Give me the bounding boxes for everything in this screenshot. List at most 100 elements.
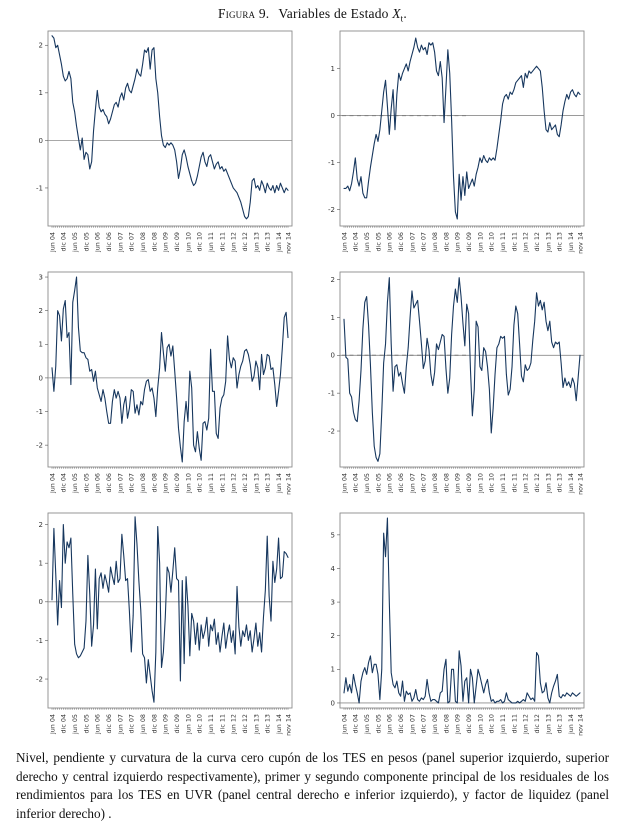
y-tick-label: 2 — [331, 276, 335, 284]
y-tick-label: -2 — [36, 442, 43, 450]
y-tick-label: -1 — [36, 184, 43, 192]
x-tick-label: dic 06 — [105, 473, 113, 493]
x-tick-label: jun 07 — [408, 714, 416, 735]
x-tick-label: dic 05 — [82, 232, 90, 252]
x-tick-label: dic 07 — [128, 232, 136, 252]
x-tick-label: dic 07 — [420, 232, 428, 252]
title-period: . — [403, 6, 407, 21]
series-line — [343, 517, 581, 704]
panel-superior-derecho: -2 -1 0 1 jun 04 dic 04 jun 05 dic 05 jun 06 dic … — [318, 28, 602, 265]
y-tick-label: -1 — [328, 390, 335, 398]
series-line — [343, 277, 581, 462]
x-tick-label: nov 14 — [576, 714, 584, 736]
x-tick-label: jun 08 — [139, 232, 147, 253]
x-tick-label: jun 11 — [499, 473, 507, 494]
x-tick-label: jun 11 — [499, 714, 507, 735]
figure-title-text: Variables de Estado — [278, 6, 389, 21]
y-tick-label: -1 — [328, 159, 335, 167]
x-tick-label: dic 04 — [352, 473, 360, 493]
x-tick-label: dic 13 — [556, 714, 564, 734]
y-tick-label: 1 — [39, 341, 43, 349]
x-tick-label: jun 08 — [431, 714, 439, 735]
x-tick-label: jun 11 — [499, 232, 507, 253]
x-tick-label: dic 09 — [465, 473, 473, 493]
x-tick-label: dic 05 — [82, 473, 90, 493]
x-tick-label: jun 12 — [230, 232, 238, 253]
x-tick-label: dic 10 — [196, 714, 204, 734]
x-tick-label: dic 12 — [241, 232, 249, 252]
x-tick-label: dic 08 — [442, 232, 450, 252]
x-tick-label: nov 14 — [284, 473, 292, 495]
y-tick-label: 1 — [331, 666, 335, 674]
x-tick-label: jun 09 — [454, 714, 462, 735]
x-tick-label: dic 13 — [264, 473, 272, 493]
x-tick-label: jun 10 — [476, 714, 484, 735]
x-tick-label: jun 13 — [544, 473, 552, 494]
x-tick-label: dic 12 — [241, 473, 249, 493]
axis-frame — [339, 271, 585, 468]
x-tick-label: dic 06 — [105, 714, 113, 734]
y-tick-label: 0 — [39, 598, 43, 606]
x-tick-label: dic 09 — [173, 232, 181, 252]
x-tick-label: jun 10 — [184, 232, 192, 253]
y-tick-label: 2 — [39, 307, 43, 315]
panel-inferior-derecho: 0 1 2 3 4 5 jun 04 dic 04 jun 05 dic 05 jun 06 dic … — [318, 510, 602, 747]
x-tick-label: dic 13 — [264, 714, 272, 734]
x-tick-label: dic 07 — [128, 473, 136, 493]
x-tick-label: dic 06 — [397, 232, 405, 252]
paper-page: Figura 9. Variables de Estado Xt. -1 0 1 2 ju… — [0, 6, 625, 821]
x-tick-label: jun 11 — [207, 232, 215, 253]
y-tick-label: 3 — [331, 598, 335, 606]
x-tick-label: jun 10 — [184, 473, 192, 494]
axis-frame — [339, 512, 585, 709]
x-tick-label: nov 14 — [576, 232, 584, 254]
y-tick-label: 2 — [39, 521, 43, 529]
x-tick-label: dic 08 — [442, 714, 450, 734]
x-tick-label: jun 12 — [522, 714, 530, 735]
x-tick-label: jun 04 — [340, 714, 348, 735]
x-tick-label: jun 04 — [48, 473, 56, 494]
x-tick-label: dic 04 — [60, 473, 68, 493]
x-tick-label: jun 12 — [522, 232, 530, 253]
x-tick-label: dic 07 — [420, 714, 428, 734]
x-tick-label: dic 04 — [352, 714, 360, 734]
x-tick-label: jun 08 — [139, 714, 147, 735]
x-tick-label: jun 07 — [408, 473, 416, 494]
y-tick-label: 0 — [331, 699, 335, 707]
x-tick-label: jun 08 — [431, 473, 439, 494]
y-tick-label: -1 — [36, 408, 43, 416]
state-variable-symbol: Xt — [392, 6, 404, 24]
x-tick-label: jun 14 — [567, 714, 575, 735]
x-tick-label: dic 06 — [397, 714, 405, 734]
figure-title: Figura 9. Variables de Estado Xt. — [0, 6, 625, 26]
x-tick-label: jun 04 — [340, 232, 348, 253]
y-tick-label: 1 — [331, 314, 335, 322]
x-tick-label: jun 09 — [162, 473, 170, 494]
x-tick-label: nov 14 — [284, 232, 292, 254]
y-tick-label: 0 — [331, 352, 335, 360]
x-tick-label: dic 09 — [465, 714, 473, 734]
x-tick-label: jun 05 — [363, 714, 371, 735]
x-tick-label: jun 04 — [48, 232, 56, 253]
x-tick-label: dic 06 — [397, 473, 405, 493]
axis-frame — [339, 30, 585, 227]
x-tick-label: jun 13 — [252, 232, 260, 253]
x-tick-label: jun 14 — [275, 714, 283, 735]
x-tick-label: jun 09 — [454, 473, 462, 494]
x-tick-label: dic 12 — [533, 714, 541, 734]
x-tick-label: nov 14 — [576, 473, 584, 495]
x-tick-label: dic 13 — [264, 232, 272, 252]
x-tick-label: jun 08 — [431, 232, 439, 253]
x-tick-label: dic 10 — [488, 473, 496, 493]
x-tick-label: jun 10 — [476, 473, 484, 494]
x-tick-label: dic 08 — [442, 473, 450, 493]
x-tick-label: jun 13 — [544, 232, 552, 253]
y-tick-label: 3 — [39, 273, 43, 281]
x-tick-label: jun 14 — [567, 473, 575, 494]
x-tick-label: dic 13 — [556, 473, 564, 493]
x-tick-label: dic 09 — [173, 473, 181, 493]
y-tick-label: 1 — [331, 65, 335, 73]
x-tick-label: jun 13 — [544, 714, 552, 735]
